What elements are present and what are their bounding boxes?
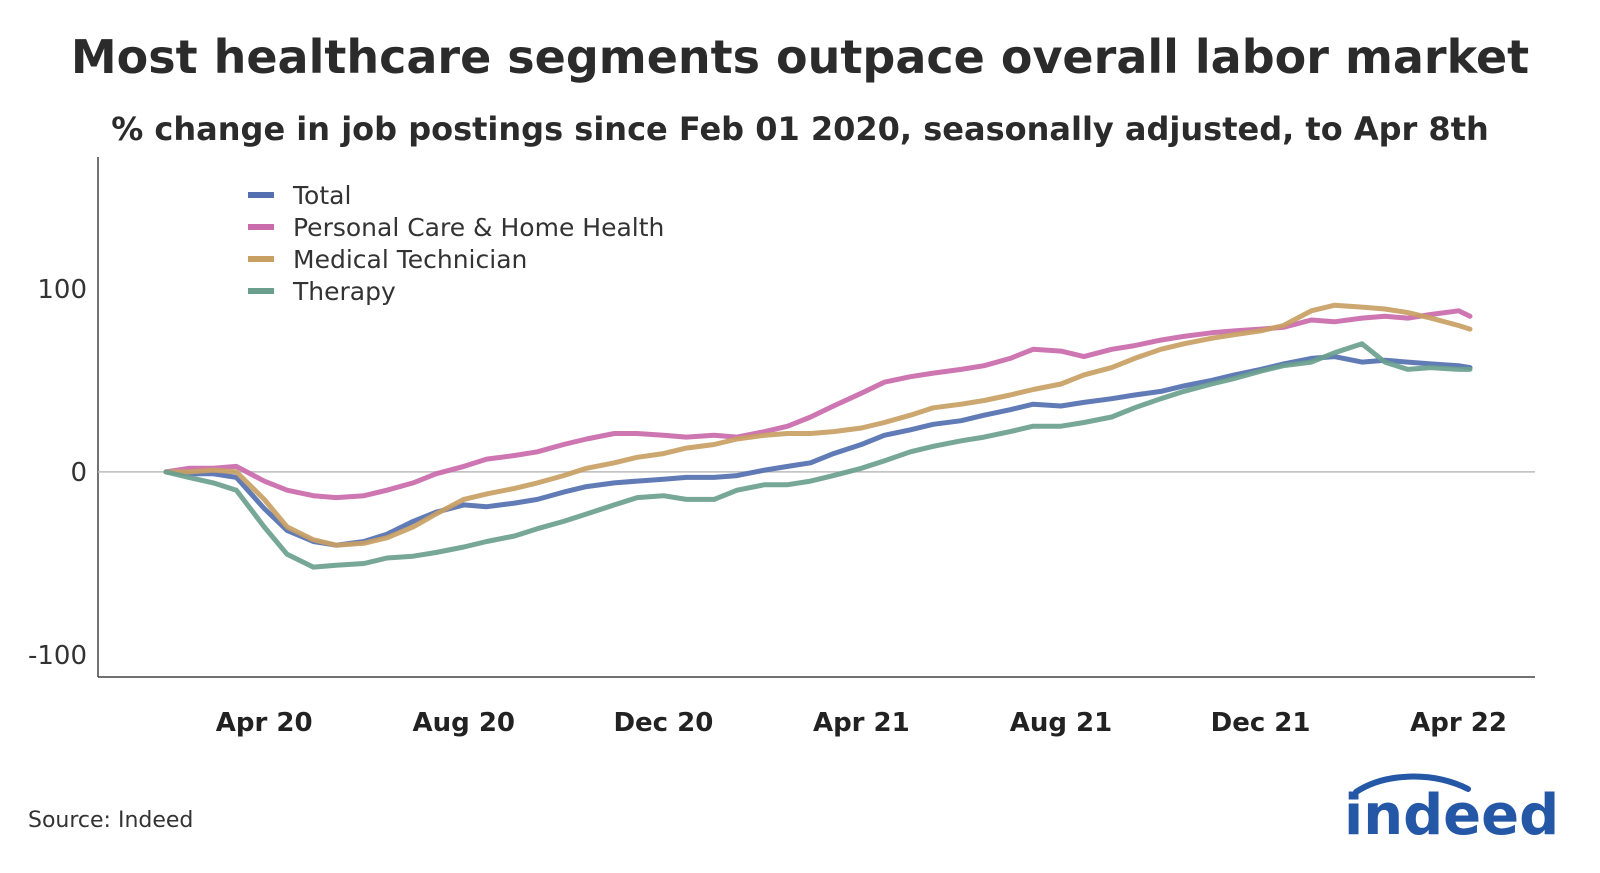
legend-label: Total xyxy=(292,181,351,210)
x-tick-label: Aug 21 xyxy=(1010,708,1112,738)
logo-wordmark: indeed xyxy=(1344,783,1559,845)
legend-label: Personal Care & Home Health xyxy=(293,213,664,242)
legend-label: Therapy xyxy=(292,277,396,306)
x-tick-label: Apr 20 xyxy=(216,708,313,738)
y-tick-label: -100 xyxy=(28,641,87,671)
logo-arc-icon xyxy=(1353,773,1471,795)
series-line-personal-care-home-health xyxy=(163,308,1473,501)
x-tick-label: Apr 22 xyxy=(1410,708,1507,738)
legend-label: Medical Technician xyxy=(293,245,527,274)
chart-title: Most healthcare segments outpace overall… xyxy=(70,30,1530,84)
series-line-medical-technician xyxy=(163,302,1473,548)
x-tick-label: Aug 20 xyxy=(413,708,515,738)
y-tick-label: 100 xyxy=(37,275,87,305)
x-tick-label: Dec 20 xyxy=(613,708,713,738)
chart-subtitle: % change in job postings since Feb 01 20… xyxy=(111,110,1489,148)
x-tick-label: Dec 21 xyxy=(1211,708,1311,738)
y-tick-label: 0 xyxy=(70,458,87,488)
x-tick-label: Apr 21 xyxy=(813,708,910,738)
series-line-total xyxy=(163,354,1473,548)
indeed-logo: indeed xyxy=(1344,773,1559,845)
source-note: Source: Indeed xyxy=(28,808,194,833)
series-line-therapy xyxy=(163,341,1473,570)
